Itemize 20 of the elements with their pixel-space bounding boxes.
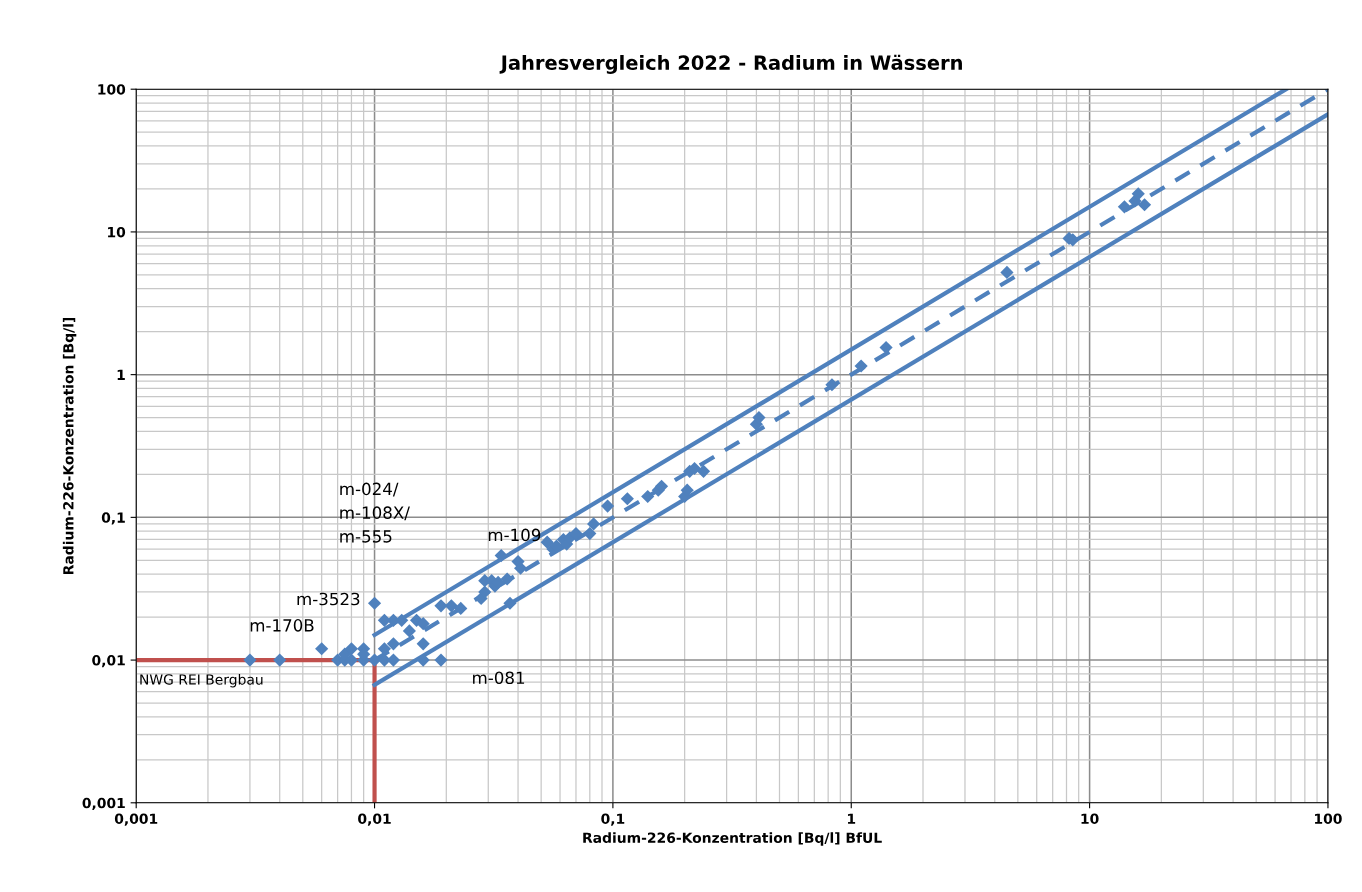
annotation: NWG REI Bergbau [140, 673, 263, 688]
annotation: m-081 [473, 671, 525, 685]
x-axis-title: Radium-226-Konzentration [Bq/l] BfUL [583, 832, 882, 846]
x-tick-label: 0,1 [601, 813, 625, 826]
y-tick-label: 0,001 [82, 797, 125, 811]
annotation: m-024/ m-108X/ m-555 [340, 482, 410, 543]
y-tick-label: 100 [98, 84, 126, 95]
y-tick-label: 0,01 [92, 655, 125, 668]
y-axis-title: Radium-226-Konzentration [Bq/l] [62, 317, 77, 575]
annotation: m-3523 [297, 592, 360, 606]
y-tick-label: 0,1 [101, 512, 125, 525]
y-tick-label: 10 [108, 226, 126, 238]
chart-title: Jahresvergleich 2022 - Radium in Wässern [499, 54, 962, 74]
x-tick-label: 0,01 [358, 813, 391, 826]
annotation: m-109 [488, 528, 541, 542]
y-tick-label: 1 [117, 369, 125, 380]
x-tick-label: 10 [1081, 813, 1099, 824]
annotation: m-170B [250, 619, 314, 632]
x-tick-label: 1 [847, 813, 856, 824]
x-tick-label: 100 [1315, 813, 1342, 824]
